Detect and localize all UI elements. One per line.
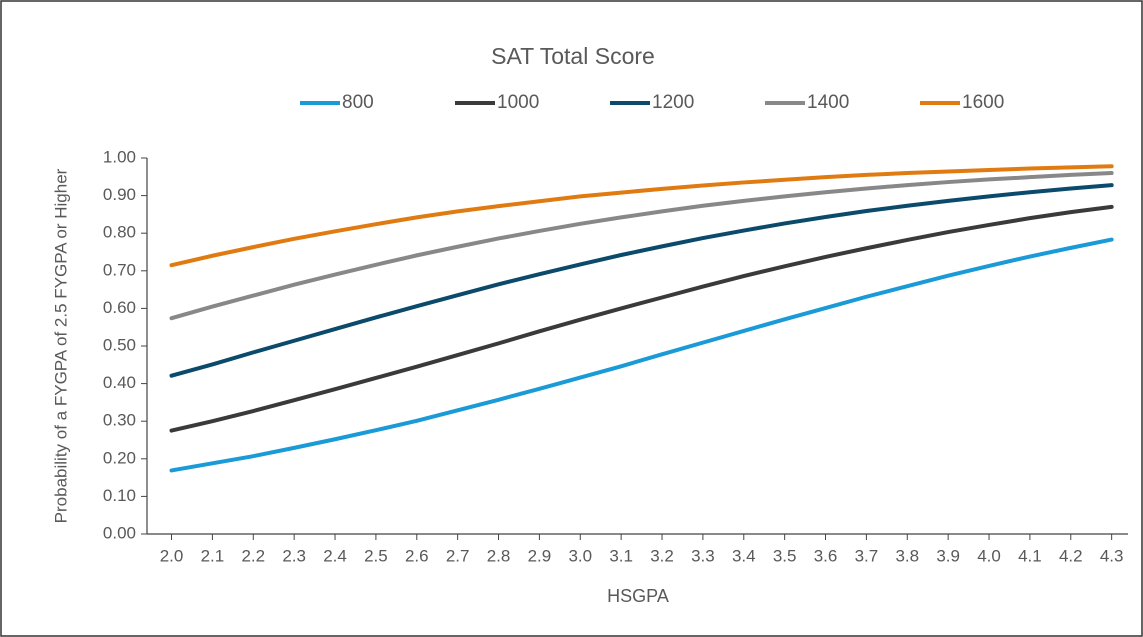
x-tick-label: 3.7 xyxy=(855,546,879,565)
x-tick-label: 2.5 xyxy=(364,546,388,565)
series-line xyxy=(169,183,1114,378)
x-axis-title: HSGPA xyxy=(607,586,669,606)
x-tick-label: 3.3 xyxy=(691,546,715,565)
y-tick-label: 0.60 xyxy=(103,298,136,317)
y-axis-title: Probability of a FYGPA of 2.5 FYGPA or H… xyxy=(51,168,70,523)
y-tick-label: 0.70 xyxy=(103,260,136,279)
y-tick-label: 0.20 xyxy=(103,448,136,467)
x-tick-label: 3.2 xyxy=(650,546,674,565)
x-tick-label: 2.1 xyxy=(201,546,225,565)
x-tick-label: 3.5 xyxy=(773,546,797,565)
y-tick-label: 0.10 xyxy=(103,486,136,505)
series-line xyxy=(169,164,1114,268)
series-line xyxy=(169,204,1114,433)
x-tick-label: 3.4 xyxy=(732,546,756,565)
x-tick-label: 2.4 xyxy=(323,546,347,565)
x-tick-label: 2.7 xyxy=(446,546,470,565)
x-tick-label: 2.8 xyxy=(487,546,511,565)
legend-label: 1400 xyxy=(807,92,849,113)
x-tick-label: 2.9 xyxy=(528,546,552,565)
x-tick-label: 2.0 xyxy=(160,546,184,565)
y-tick-label: 0.30 xyxy=(103,411,136,430)
x-tick-label: 4.3 xyxy=(1100,546,1124,565)
y-tick-label: 0.80 xyxy=(103,223,136,242)
x-tick-label: 4.0 xyxy=(977,546,1001,565)
x-tick-label: 4.2 xyxy=(1059,546,1083,565)
series-line xyxy=(169,237,1114,473)
x-tick-label: 3.9 xyxy=(936,546,960,565)
x-tick-label: 3.8 xyxy=(895,546,919,565)
x-tick-label: 4.1 xyxy=(1018,546,1042,565)
x-tick-label: 2.3 xyxy=(282,546,306,565)
legend-label: 1000 xyxy=(497,92,539,113)
x-tick-label: 2.6 xyxy=(405,546,429,565)
series-line xyxy=(169,171,1114,321)
x-tick-label: 3.1 xyxy=(609,546,633,565)
legend-label: 1600 xyxy=(962,92,1004,113)
x-tick-label: 2.2 xyxy=(241,546,265,565)
y-tick-label: 0.40 xyxy=(103,373,136,392)
y-tick-label: 0.90 xyxy=(103,185,136,204)
y-tick-label: 0.50 xyxy=(103,335,136,354)
y-tick-label: 1.00 xyxy=(103,147,136,166)
x-tick-label: 3.6 xyxy=(814,546,838,565)
legend-label: 800 xyxy=(342,92,374,113)
x-tick-label: 3.0 xyxy=(568,546,592,565)
y-tick-label: 0.00 xyxy=(103,523,136,542)
chart-title: SAT Total Score xyxy=(491,43,655,69)
legend-label: 1200 xyxy=(652,92,694,113)
